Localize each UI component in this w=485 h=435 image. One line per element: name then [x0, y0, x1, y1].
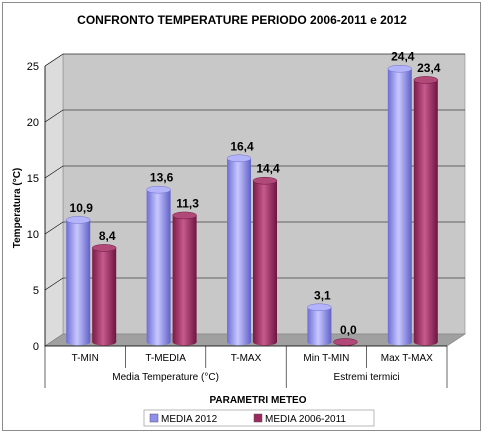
x-tick-label: T-MIN	[72, 353, 99, 364]
bar	[333, 338, 358, 346]
legend-swatch	[149, 413, 159, 423]
bar-body	[172, 215, 197, 346]
bar-top	[333, 338, 358, 346]
bar-top	[226, 154, 252, 163]
y-tick-label: 10	[27, 229, 39, 241]
gridline	[44, 165, 465, 179]
bar	[91, 244, 117, 346]
y-tick-label: 15	[27, 173, 39, 185]
bar-top	[172, 211, 197, 220]
group-label: Media Temperature (°C)	[112, 372, 219, 383]
legend-label: MEDIA 2012	[161, 414, 218, 425]
x-tick-label: Max T-MAX	[381, 353, 433, 364]
plot-area: 0 5 10 15 20 25 T-MIN T-MEDIA T-MAX Min T-MIN Max …	[27, 50, 466, 388]
gridline	[44, 53, 465, 67]
x-tick-label: T-MAX	[231, 353, 262, 364]
bar-body	[387, 68, 412, 346]
y-tick-label: 5	[33, 285, 39, 297]
bar	[252, 176, 278, 346]
bar	[226, 154, 252, 346]
y-tick-label: 0	[33, 341, 39, 353]
x-tick-label: T-MEDIA	[145, 353, 186, 364]
bar-body	[146, 189, 171, 346]
y-tick-label: 20	[27, 117, 39, 129]
legend-label: MEDIA 2006-2011	[265, 414, 346, 425]
x-tick-label: Min T-MIN	[303, 353, 349, 364]
data-label: 3,1	[314, 288, 331, 302]
data-label: 11,3	[176, 196, 199, 210]
bar-top	[252, 176, 278, 185]
data-label: 0,0	[340, 323, 357, 337]
y-axis-label: Temperatura (°C)	[12, 168, 23, 249]
data-label: 8,4	[99, 229, 116, 243]
bar-top	[413, 76, 439, 84]
gridline	[44, 277, 465, 291]
side-wall	[44, 53, 64, 347]
data-label: 10,9	[70, 201, 94, 215]
bar	[307, 303, 332, 346]
bar-body	[413, 79, 438, 346]
bar-top	[387, 64, 413, 73]
chart-title: CONFRONTO TEMPERATURE PERIODO 2006-2011 …	[77, 13, 407, 27]
bar	[146, 185, 171, 346]
group-label: Estremi termici	[334, 372, 400, 383]
data-label: 23,4	[417, 61, 441, 75]
legend-swatch	[253, 413, 263, 423]
bar	[413, 76, 439, 346]
bar	[387, 64, 413, 346]
bar-body	[92, 247, 117, 346]
bar	[172, 211, 197, 346]
bar-body	[307, 307, 332, 346]
bar-top	[307, 303, 332, 312]
bar-body	[66, 219, 91, 346]
gridline	[44, 109, 465, 123]
data-label: 14,4	[256, 162, 280, 176]
bar-top	[146, 185, 171, 194]
gridline	[44, 221, 465, 235]
bar-body	[253, 180, 277, 346]
y-tick-label: 25	[27, 61, 39, 73]
bar	[65, 216, 91, 346]
legend: MEDIA 2012 MEDIA 2006-2011	[143, 409, 375, 427]
x-axis-label: PARAMETRI METEO	[209, 395, 306, 406]
bar-body	[227, 158, 251, 346]
data-label: 16,4	[230, 139, 254, 153]
bar-top	[91, 244, 117, 252]
data-label: 24,4	[391, 50, 415, 64]
bar-top	[65, 216, 91, 224]
data-label: 13,6	[150, 171, 174, 185]
